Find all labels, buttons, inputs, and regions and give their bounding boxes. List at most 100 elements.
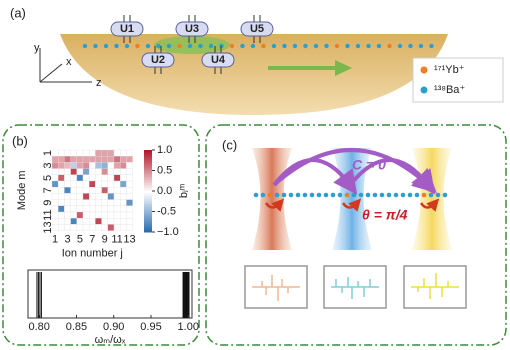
cell: [82, 199, 90, 206]
cell: [70, 218, 77, 225]
panel-label: (c): [222, 137, 237, 152]
colorbar-strip: [144, 154, 152, 157]
ion: [282, 43, 287, 49]
cell: [95, 224, 102, 231]
cell: [76, 162, 84, 169]
ion: [344, 192, 350, 198]
x-tick-label: 3: [64, 234, 70, 246]
ion: [358, 192, 364, 198]
electrode: [154, 46, 162, 74]
x-tick-label: 5: [77, 234, 83, 246]
colorbar-strip: [144, 211, 152, 215]
cell: [95, 218, 102, 225]
ion: [324, 43, 329, 49]
ion: [323, 192, 329, 198]
cell: [70, 162, 77, 169]
ion: [114, 43, 119, 49]
colorbar-strip: [144, 160, 152, 163]
cell: [107, 180, 115, 188]
cell: [89, 211, 96, 219]
cell: [113, 149, 121, 157]
zone: [154, 36, 230, 54]
trap-label: U4: [211, 54, 226, 66]
panel-label: (b): [12, 133, 28, 148]
ion: [316, 192, 322, 198]
cell: [82, 211, 90, 219]
cell: [101, 180, 108, 188]
cell: [126, 218, 133, 225]
phase-arrows: [264, 198, 440, 212]
cell: [101, 156, 108, 163]
x-tick-label: 13: [123, 234, 135, 246]
cell: [113, 218, 121, 225]
cell: [95, 168, 102, 175]
cell: [76, 193, 84, 200]
ion: [103, 43, 109, 49]
colorbar-strip: [144, 213, 152, 217]
cell: [101, 193, 108, 200]
cell: [120, 149, 127, 157]
cell: [70, 205, 77, 213]
cell: [107, 162, 115, 169]
cell: [76, 205, 84, 213]
ion: [288, 192, 294, 198]
cell: [120, 211, 127, 219]
ion: [408, 43, 413, 49]
colorbar-strip: [144, 193, 152, 196]
cell: [101, 199, 108, 206]
cell: [82, 156, 90, 163]
cell: [113, 180, 121, 188]
colorbar-strip: [144, 184, 152, 188]
cell: [120, 205, 127, 213]
electrode: [214, 46, 222, 74]
cell: [101, 187, 108, 194]
cell: [89, 156, 96, 163]
cell: [58, 174, 65, 182]
cell: [107, 205, 115, 213]
cell: [58, 199, 65, 206]
cell: [113, 156, 121, 163]
ion: [429, 43, 434, 49]
colorbar-strip: [144, 209, 152, 212]
plot-frame: [27, 269, 193, 319]
ion: [418, 43, 424, 49]
trap-label: U5: [250, 23, 264, 35]
colorbar-strip: [144, 205, 152, 208]
colorbar-strip: [144, 201, 152, 204]
ion: [302, 192, 308, 198]
trap-box: [201, 52, 235, 68]
cell: [89, 187, 96, 194]
cell: [120, 180, 127, 188]
cell: [120, 224, 127, 231]
cell: [101, 218, 108, 225]
colorbar-strip: [144, 195, 152, 198]
colorbar-strip: [144, 221, 152, 225]
x-axis-label: ωₘ/ωₓ: [95, 334, 126, 346]
ion: [428, 192, 434, 198]
ion: [267, 192, 273, 198]
cell: [64, 149, 71, 157]
cell: [113, 162, 121, 169]
cell: [95, 174, 102, 182]
cell: [64, 205, 71, 213]
cell: [113, 199, 121, 206]
cell: [82, 149, 90, 157]
ion: [421, 192, 427, 198]
cell: [107, 149, 115, 157]
cell: [89, 162, 96, 169]
cell: [58, 168, 65, 175]
cell: [89, 224, 96, 231]
cell: [70, 149, 77, 157]
cell: [58, 211, 65, 219]
ion: [271, 43, 277, 49]
cell: [76, 224, 84, 231]
cell: [89, 218, 96, 225]
colorbar-strip: [144, 162, 152, 165]
x-tick-label: 11: [111, 234, 122, 246]
x-tick-label: 7: [89, 234, 95, 246]
cell: [113, 224, 121, 231]
cell: [70, 199, 77, 206]
cell: [58, 180, 65, 188]
cell: [76, 149, 84, 157]
cell: [70, 168, 77, 175]
